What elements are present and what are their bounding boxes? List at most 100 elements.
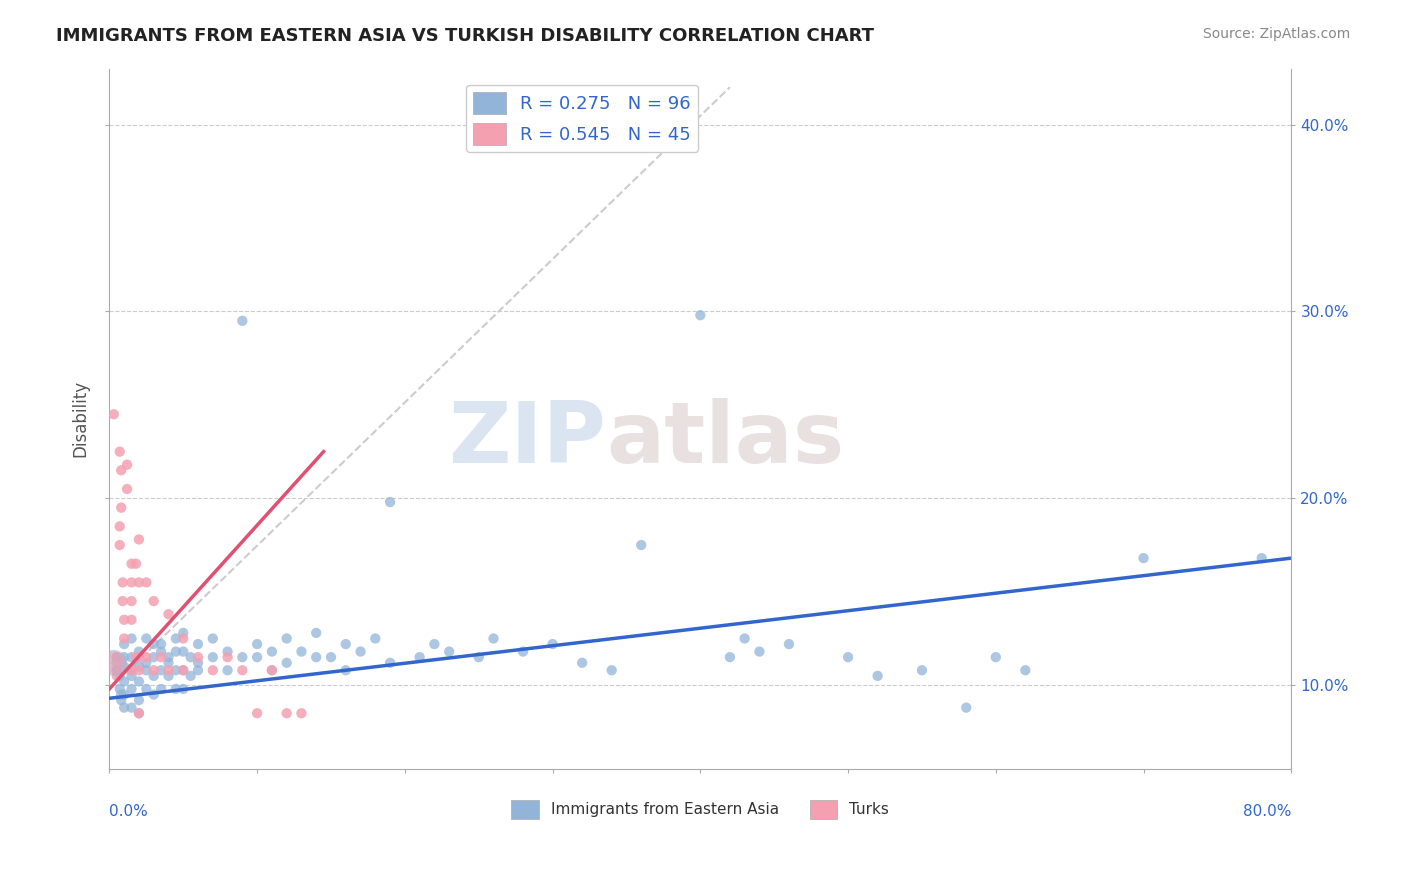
Point [157, 669, 180, 683]
Point [201, 632, 224, 646]
Point [142, 688, 165, 702]
Point [121, 650, 143, 665]
Point [150, 650, 173, 665]
Point [150, 644, 173, 658]
Point [260, 644, 283, 658]
Point [187, 663, 209, 677]
Point [305, 650, 328, 665]
Point [246, 637, 269, 651]
Point [187, 656, 209, 670]
Point [276, 706, 298, 721]
Point [105, 669, 128, 683]
Point [108, 519, 131, 533]
Point [837, 650, 859, 665]
Point [108, 681, 131, 696]
Point [111, 575, 134, 590]
Point [125, 650, 148, 665]
Point [142, 594, 165, 608]
Point [748, 644, 770, 658]
Point [718, 650, 741, 665]
Point [121, 557, 143, 571]
Point [121, 663, 143, 677]
Point [378, 656, 401, 670]
Point [482, 632, 505, 646]
Point [105, 650, 128, 665]
Point [128, 706, 150, 721]
Point [110, 693, 132, 707]
Point [108, 538, 131, 552]
Point [157, 607, 180, 622]
Point [112, 659, 135, 673]
Point [201, 650, 224, 665]
Point [180, 650, 202, 665]
Point [165, 632, 187, 646]
Point [128, 575, 150, 590]
Point [911, 663, 934, 677]
Point [217, 663, 239, 677]
Point [290, 644, 312, 658]
Point [172, 681, 194, 696]
Point [125, 557, 148, 571]
Point [115, 458, 138, 472]
Point [121, 594, 143, 608]
Point [157, 650, 180, 665]
Point [112, 637, 135, 651]
Point [121, 700, 143, 714]
Point [246, 706, 269, 721]
Point [105, 650, 128, 665]
Point [231, 663, 253, 677]
Point [165, 644, 187, 658]
Point [121, 575, 143, 590]
Text: Source: ZipAtlas.com: Source: ZipAtlas.com [1202, 27, 1350, 41]
Point [172, 632, 194, 646]
Point [142, 637, 165, 651]
Point [335, 663, 357, 677]
Point [142, 669, 165, 683]
Point [112, 674, 135, 689]
Point [335, 637, 357, 651]
Point [108, 444, 131, 458]
Point [121, 663, 143, 677]
Point [121, 632, 143, 646]
Point [246, 650, 269, 665]
Text: 0.0%: 0.0% [110, 805, 148, 820]
Point [112, 688, 135, 702]
Point [105, 663, 128, 677]
Point [128, 644, 150, 658]
Point [231, 314, 253, 328]
Point [150, 663, 173, 677]
Point [260, 663, 283, 677]
Point [276, 656, 298, 670]
Point [121, 669, 143, 683]
Point [217, 650, 239, 665]
Point [408, 650, 430, 665]
Point [142, 650, 165, 665]
Point [115, 482, 138, 496]
Text: atlas: atlas [606, 399, 844, 482]
Point [512, 644, 534, 658]
Text: ZIP: ZIP [449, 399, 606, 482]
Point [180, 669, 202, 683]
Point [734, 632, 756, 646]
Point [955, 700, 977, 714]
Point [111, 594, 134, 608]
Point [128, 674, 150, 689]
Point [112, 613, 135, 627]
Point [172, 626, 194, 640]
Point [112, 632, 135, 646]
Point [105, 663, 128, 677]
Point [121, 613, 143, 627]
Point [150, 681, 173, 696]
Point [128, 706, 150, 721]
Point [305, 626, 328, 640]
Point [172, 663, 194, 677]
Point [112, 650, 135, 665]
Point [135, 650, 157, 665]
Point [290, 706, 312, 721]
Point [128, 659, 150, 673]
Point [103, 407, 125, 421]
Point [1132, 551, 1154, 566]
Point [135, 681, 157, 696]
Point [630, 538, 652, 552]
Point [984, 650, 1007, 665]
